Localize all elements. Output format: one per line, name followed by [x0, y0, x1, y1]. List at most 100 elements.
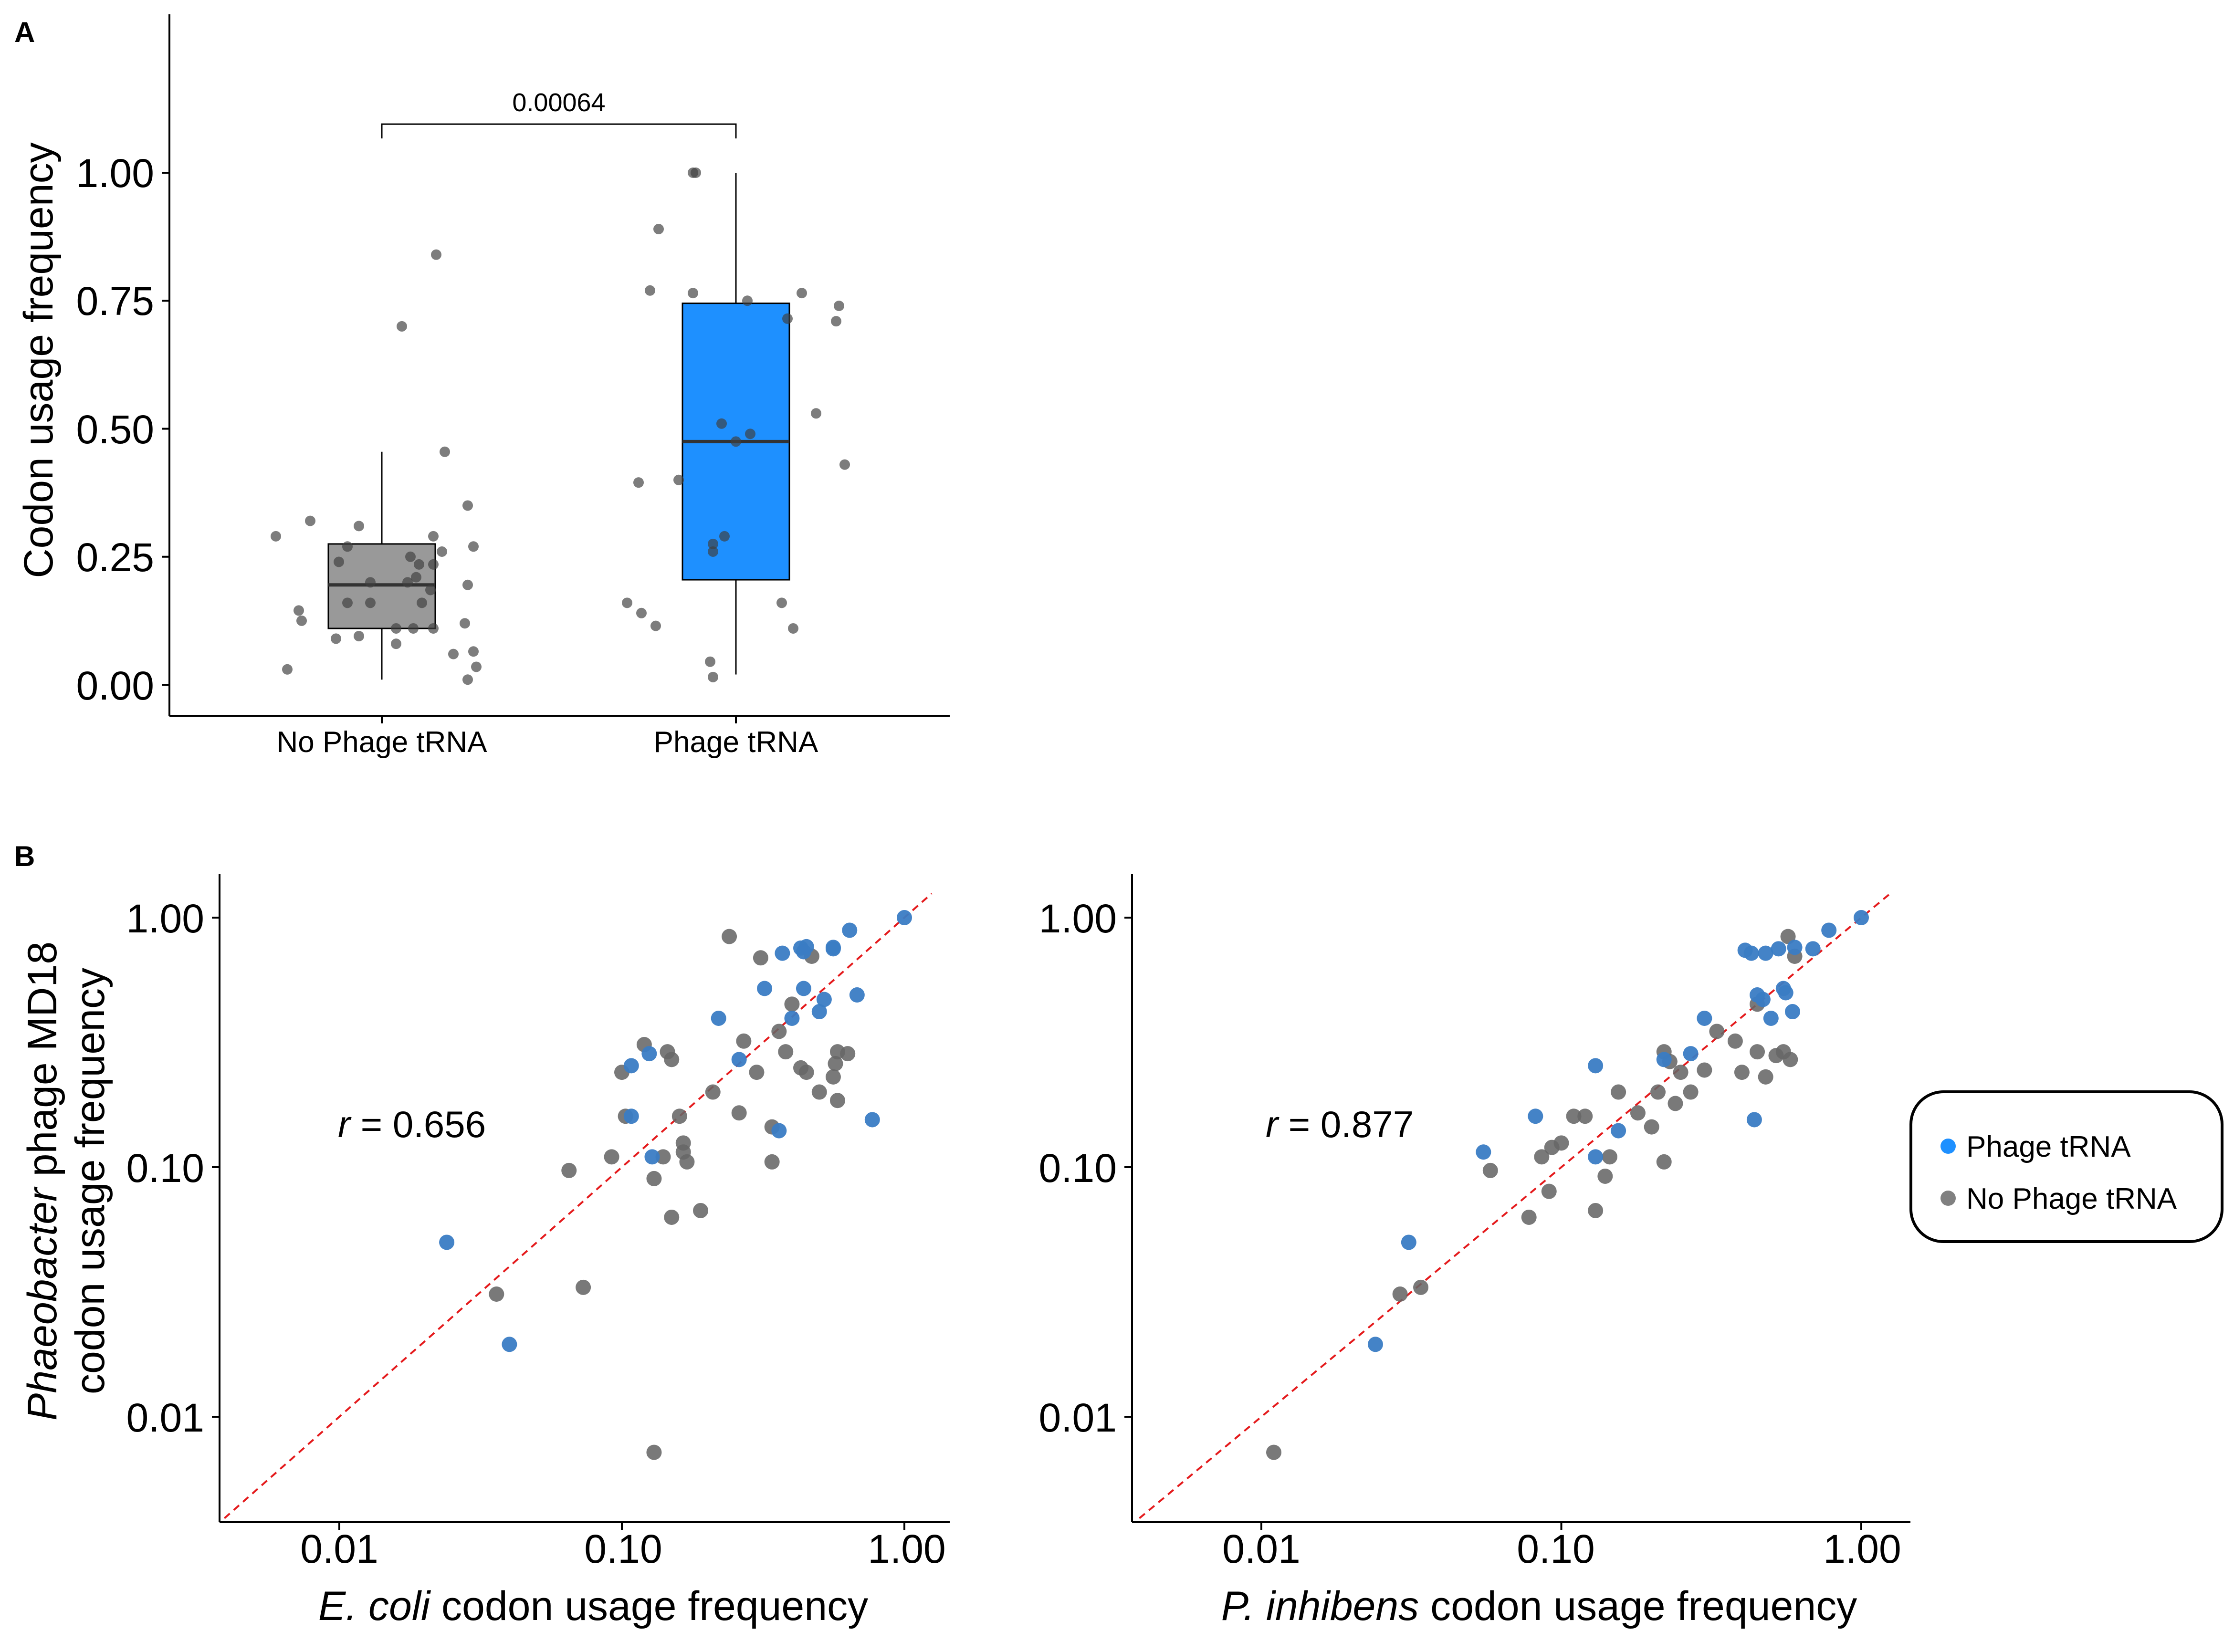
panel-b-left-point-phage	[842, 922, 858, 938]
panel-b-left-point-phage	[502, 1337, 517, 1352]
panel-b-right-x-axis-title-rest: codon usage frequency	[1419, 1583, 1857, 1629]
panel-b-right-point-phage	[1778, 985, 1793, 1001]
panel-a-point	[331, 633, 341, 644]
panel-b-left-point-no-phage	[561, 1162, 577, 1178]
panel-b-left-x-axis-title: E. coli codon usage frequency	[318, 1583, 868, 1629]
panel-a-point	[365, 577, 376, 588]
panel-b-right-point-no-phage	[1758, 1069, 1773, 1085]
panel-b-left-x-tick: 1.00	[868, 1527, 946, 1571]
panel-a-point	[460, 618, 470, 629]
panel-b-right-point-phage	[1697, 1010, 1712, 1026]
panel-b-right-x-axis-title-italic: P. inhibens	[1221, 1583, 1419, 1629]
panel-a-point	[776, 597, 787, 608]
panel-b-right-point-phage	[1805, 941, 1821, 957]
panel-b-left-identity-line	[223, 892, 933, 1519]
panel-a-point	[402, 577, 413, 588]
panel-a-point	[782, 313, 793, 324]
panel-b-right-y-tick: 0.01	[1039, 1395, 1117, 1440]
panel-a-point	[440, 446, 450, 457]
panel-a-point	[708, 546, 718, 557]
panel-a-point	[633, 477, 644, 488]
panel-b-left-point-no-phage	[811, 1084, 827, 1100]
panel-b-right-x-tick: 1.00	[1823, 1527, 1901, 1571]
panel-a-significance-bracket	[381, 123, 737, 139]
panel-b-right-point-phage	[1656, 1052, 1672, 1067]
panel-a-point	[468, 541, 479, 552]
panel-a-point	[294, 605, 304, 616]
panel-a-point	[437, 546, 447, 557]
panel-b-left-point-no-phage	[604, 1149, 619, 1165]
panel-b-left-r-value: = 0.656	[350, 1103, 486, 1145]
panel-b-right-point-phage	[1821, 922, 1837, 938]
panel-a-point	[731, 436, 741, 447]
panel-a-point	[271, 531, 281, 542]
panel-b-right-point-no-phage	[1630, 1105, 1646, 1121]
panel-b-right-r-label: r = 0.877	[1266, 1103, 1414, 1145]
panel-b-right-point-phage	[1771, 941, 1786, 957]
panel-b-right-point-no-phage	[1650, 1084, 1666, 1100]
panel-b-left-point-no-phage	[798, 1065, 814, 1080]
panel-b-right-point-phage	[1401, 1234, 1416, 1250]
panel-b-left-plot	[212, 874, 950, 1530]
panel-b-left-y-tick: 1.00	[126, 896, 205, 941]
panel-a-point	[342, 597, 353, 608]
panel-b-left-point-no-phage	[753, 950, 768, 966]
panel-b-right-point-phage	[1683, 1046, 1699, 1062]
panel-b-left-point-no-phage	[664, 1209, 680, 1225]
panel-a-point	[425, 585, 436, 596]
panel-a-point	[673, 474, 684, 485]
legend: Phage tRNA No Phage tRNA	[1909, 1090, 2224, 1243]
panel-a-point	[688, 288, 698, 299]
panel-b-left-point-phage	[796, 981, 811, 996]
panel-b-left-point-phage	[798, 939, 814, 954]
panel-b-left-point-phage	[644, 1149, 660, 1165]
panel-b-letter: B	[14, 840, 35, 872]
panel-b-y-axis-title-line2: codon usage frequency	[67, 968, 113, 1394]
panel-a-point	[745, 429, 755, 439]
panel-a-point	[334, 556, 344, 567]
panel-b-right-point-no-phage	[1668, 1096, 1683, 1111]
panel-b-left-point-phage	[757, 981, 773, 996]
panel-b-right-point-no-phage	[1697, 1062, 1712, 1078]
panel-b-left-y-tick: 0.10	[126, 1146, 205, 1191]
panel-a-category-label: Phage tRNA	[654, 726, 818, 759]
panel-a-point	[691, 167, 701, 178]
panel-a-point	[428, 559, 439, 570]
panel-b-left-point-no-phage	[731, 1105, 747, 1121]
panel-b-right-point-phage	[1746, 1112, 1762, 1128]
panel-a-point	[708, 538, 718, 549]
panel-b-right-point-phage	[1588, 1058, 1604, 1074]
panel-b-right-point-no-phage	[1577, 1108, 1593, 1124]
panel-a-point	[408, 623, 419, 634]
panel-b-right-point-no-phage	[1656, 1154, 1672, 1170]
panel-b-right-r-value: = 0.877	[1278, 1103, 1414, 1145]
panel-a-y-tick: 1.00	[76, 151, 155, 196]
panel-b-left-point-phage	[784, 1010, 800, 1026]
panel-b-left-point-no-phage	[764, 1154, 780, 1170]
panel-b-left-x-axis-title-italic: E. coli	[318, 1583, 431, 1629]
panel-a-p-value: 0.00064	[512, 88, 605, 117]
panel-a-point	[839, 459, 850, 470]
panel-b-left-point-no-phage	[646, 1444, 662, 1460]
panel-b-left-point-phage	[771, 1123, 787, 1139]
panel-a-point	[405, 551, 416, 562]
panel-a-point	[428, 531, 439, 542]
panel-b-right-point-no-phage	[1783, 1052, 1798, 1067]
panel-a-point	[296, 615, 307, 626]
panel-b-left-point-no-phage	[705, 1084, 721, 1100]
panel-a-point	[797, 288, 807, 299]
panel-a-point	[411, 572, 421, 583]
panel-a-point	[708, 671, 718, 682]
panel-b-left-point-phage	[897, 910, 912, 925]
panel-b-left-point-phage	[811, 1004, 827, 1020]
panel-b-right-point-no-phage	[1392, 1286, 1408, 1302]
panel-b-right-x-tick: 0.10	[1517, 1527, 1595, 1571]
panel-b-left-point-phage	[439, 1234, 455, 1250]
panel-a-point	[391, 623, 401, 634]
panel-b-right-point-no-phage	[1734, 1065, 1750, 1080]
panel-b-right-point-phage	[1528, 1108, 1543, 1124]
panel-b-left-point-no-phage	[784, 996, 800, 1012]
panel-a-point	[650, 620, 661, 631]
panel-b-left-point-phage	[711, 1010, 726, 1026]
panel-b-right-point-no-phage	[1683, 1084, 1699, 1100]
